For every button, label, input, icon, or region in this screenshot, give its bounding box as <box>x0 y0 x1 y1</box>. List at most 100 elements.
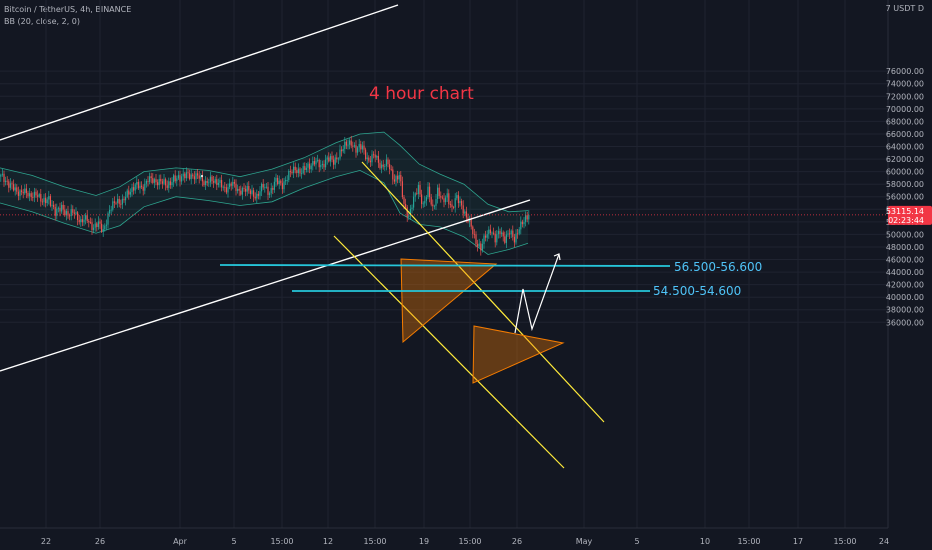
time-tick-label: 26 <box>512 537 522 546</box>
time-tick-label: 15:00 <box>737 537 760 546</box>
candle-body <box>320 165 322 168</box>
candle-body <box>461 201 463 206</box>
candle-body <box>406 207 408 217</box>
candle-body <box>137 182 139 189</box>
candle-body <box>83 219 85 223</box>
candle-body <box>505 234 507 243</box>
candle-body <box>491 232 493 234</box>
candle-body <box>5 180 7 182</box>
price-tick-label: 74000.00 <box>886 80 924 89</box>
candle-body <box>187 172 189 174</box>
candle-body <box>181 176 183 182</box>
candle-body <box>203 181 205 186</box>
candle-body <box>144 183 146 191</box>
candle-body <box>365 149 367 160</box>
candle-body <box>38 194 40 197</box>
candle-body <box>43 197 45 203</box>
candle-body <box>37 195 39 197</box>
candle-body <box>80 219 82 223</box>
candle-body <box>277 177 279 185</box>
candle-body <box>323 163 325 168</box>
triangle-pattern-1 <box>400 258 498 344</box>
price-axis[interactable]: 36000.00 38000.00 40000.00 42000.00 44000.00… <box>886 0 932 528</box>
time-tick-label: May <box>576 537 593 546</box>
candle-body <box>437 187 439 200</box>
candle-body <box>305 167 307 170</box>
candle-body <box>438 187 440 197</box>
candle-body <box>147 181 149 182</box>
candle-body <box>301 173 303 175</box>
candle-body <box>179 175 181 182</box>
candle-body <box>107 213 109 225</box>
candle-body <box>27 192 29 197</box>
indicator-legend[interactable]: BB (20, close, 2, 0) <box>4 17 80 26</box>
candle-body <box>525 215 527 222</box>
candle-body <box>237 188 239 191</box>
candle-body <box>49 196 51 206</box>
candle-body <box>176 178 178 182</box>
candle-body <box>288 170 290 180</box>
candle-body <box>462 205 464 214</box>
time-tick-label: 5 <box>231 537 236 546</box>
candle-body <box>192 174 194 177</box>
candle-body <box>22 191 24 194</box>
candle-body <box>265 186 267 188</box>
price-tick-label: 66000.00 <box>886 130 924 139</box>
candle-body <box>512 230 514 237</box>
candle-body <box>269 193 271 195</box>
candle-body <box>165 179 167 186</box>
candle-body <box>299 168 301 174</box>
last-price-value: 53115.14 <box>886 207 924 216</box>
candle-body <box>182 173 184 177</box>
candle-body <box>515 233 517 243</box>
last-price-countdown: 02:23:44 <box>888 216 924 225</box>
candle-body <box>0 174 2 177</box>
time-tick-label: 5 <box>634 537 639 546</box>
candle-body <box>496 234 498 243</box>
candle-body <box>376 155 378 158</box>
candle-body <box>61 204 63 212</box>
candle-body <box>278 180 280 185</box>
candle-body <box>304 166 306 170</box>
candle-body <box>78 220 80 223</box>
candle-body <box>473 233 475 235</box>
candle-body <box>57 207 59 209</box>
candle-body <box>169 181 171 186</box>
candle-body <box>504 236 506 243</box>
candle-body <box>120 203 122 205</box>
candle-body <box>104 225 106 230</box>
candle-body <box>150 176 152 179</box>
level-label-lower: 54.500-54.600 <box>653 284 741 298</box>
candle-body <box>157 182 159 186</box>
candle-body <box>261 184 263 192</box>
candle-body <box>416 193 418 195</box>
price-tick-label: 56000.00 <box>886 193 924 202</box>
candle-body <box>345 141 347 146</box>
candle-body <box>405 203 407 208</box>
candle-body <box>478 243 480 247</box>
candle-body <box>33 191 35 198</box>
candle-body <box>241 188 243 195</box>
candle-body <box>297 168 299 174</box>
candle-body <box>17 191 19 196</box>
candle-body <box>1 173 3 175</box>
candle-body <box>507 233 509 235</box>
candle-body <box>465 211 467 218</box>
candle-body <box>115 202 117 204</box>
candle-body <box>8 181 10 188</box>
candle-body <box>6 180 8 182</box>
candle-body <box>459 201 461 204</box>
candle-body <box>494 233 496 243</box>
candle-body <box>99 221 101 224</box>
candle-body <box>225 187 227 193</box>
candle-body <box>446 193 448 198</box>
candle-body <box>229 183 231 188</box>
candle-body <box>3 173 5 182</box>
time-axis[interactable]: 22 26 Apr 5 15:00 12 15:00 19 15:00 26 May 5 10 15:00… <box>0 527 889 546</box>
candle-body <box>389 164 391 170</box>
candle-body <box>163 179 165 184</box>
candle-body <box>85 215 87 220</box>
candle-body <box>321 163 323 166</box>
candle-body <box>488 229 490 235</box>
